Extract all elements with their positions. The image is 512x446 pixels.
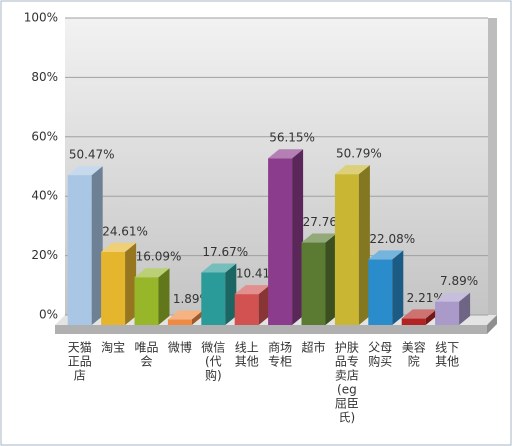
bar [67, 175, 92, 325]
bar-top [334, 165, 370, 175]
x-tick-label: 店 [74, 369, 86, 383]
x-tick-label: 购) [205, 368, 222, 383]
x-tick-label: 线上 [235, 341, 259, 355]
x-tick-label: 美容 [402, 340, 426, 355]
bar-top [67, 166, 103, 176]
bar-side [125, 242, 137, 325]
bar-side [292, 149, 304, 325]
x-tick-label: 其他 [235, 355, 259, 369]
x-tick-label: 天猫 [68, 341, 92, 355]
value-label: 17.67% [202, 245, 248, 259]
value-label: 50.47% [69, 148, 115, 162]
value-label: 56.15% [269, 131, 315, 145]
bar [268, 158, 293, 325]
value-label: 50.79% [336, 147, 382, 161]
bar-top [167, 310, 203, 320]
x-tick-label: (eg [337, 383, 357, 397]
bar [435, 301, 460, 325]
x-tick-label: 微博 [168, 340, 192, 355]
bar-top [435, 292, 471, 302]
bar [101, 251, 126, 325]
bar [401, 318, 426, 325]
x-tick-label: 护肤 [335, 340, 359, 355]
x-tick-label: (代 [205, 355, 222, 369]
y-tick-label: 60% [31, 129, 58, 143]
bar-side [258, 285, 270, 325]
bar-top [234, 285, 270, 295]
y-tick-label: 0% [39, 308, 58, 322]
x-tick-label: 其他 [435, 355, 459, 369]
bar [368, 259, 393, 325]
x-tick-label: 专柜 [268, 354, 292, 369]
x-tick-label: 商场 [268, 340, 292, 355]
floor-side [487, 315, 497, 334]
value-label: 2.21% [407, 291, 445, 305]
x-tick-label: 品专 [335, 354, 359, 369]
bar-top [101, 242, 137, 252]
value-label: 22.08% [369, 232, 415, 246]
y-tick-label: 40% [31, 189, 58, 203]
value-label: 24.61% [102, 224, 148, 238]
x-tick-label: 微信 [201, 341, 225, 355]
bar [301, 242, 326, 325]
value-label: 7.89% [440, 274, 478, 288]
bar-top [368, 250, 404, 260]
bar [334, 174, 359, 325]
bar [134, 277, 159, 325]
bar-top [401, 309, 437, 319]
bar [167, 319, 192, 325]
x-tick-label: 线下 [435, 341, 459, 355]
bar-top [201, 263, 237, 273]
x-tick-label: 超市 [301, 340, 325, 355]
bar-side [158, 268, 170, 325]
x-tick-label: 院 [408, 355, 420, 369]
bar-side [191, 310, 203, 325]
x-tick-label: 屈臣 [335, 397, 359, 411]
bar-top [301, 233, 337, 243]
bar [234, 294, 259, 325]
x-tick-label: 购买 [368, 354, 392, 369]
x-tick-label: 父母 [368, 341, 392, 355]
floor-front [55, 325, 487, 334]
bar-side [225, 263, 237, 325]
bar-top [268, 149, 304, 159]
x-tick-label: 卖店 [335, 369, 359, 383]
y-tick-label: 80% [31, 70, 58, 84]
bar-side [425, 309, 437, 325]
value-label: 16.09% [136, 250, 182, 264]
right-edge [488, 18, 497, 325]
bar-side [459, 292, 471, 325]
x-tick-label: 氏) [339, 411, 356, 425]
x-tick-label: 正品 [68, 355, 92, 369]
x-tick-label: 淘宝 [101, 341, 125, 355]
bar-side [392, 250, 404, 325]
bar [201, 272, 226, 325]
y-tick-label: 100% [24, 11, 58, 25]
bar-top [134, 268, 170, 278]
x-tick-label: 唯品 [134, 341, 158, 355]
bar-side [358, 165, 370, 325]
y-tick-label: 20% [31, 248, 58, 262]
x-tick-label: 会 [140, 355, 152, 369]
bar-side [325, 233, 337, 325]
bar-side [91, 166, 103, 325]
